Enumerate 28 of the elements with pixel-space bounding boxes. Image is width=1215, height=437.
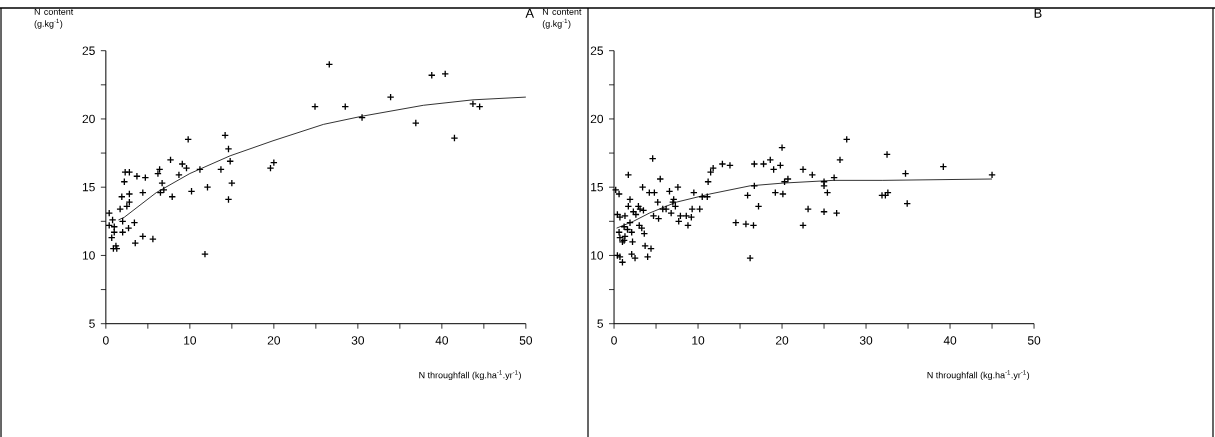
x-tick-label: 20 [267, 336, 281, 345]
y-tick-label: 10 [591, 251, 604, 260]
y-tick-label: 10 [82, 251, 95, 260]
x-axis-title: N throughfall (kg.ha$^{-1}$.yr$^{-1}$) [419, 370, 521, 381]
x-tick-label: 40 [435, 336, 449, 345]
x-tick-label: 50 [519, 336, 533, 345]
y-tick-label: 5 [89, 319, 95, 328]
y-tick-label: 25 [82, 46, 95, 55]
y-tick-label: 15 [82, 183, 95, 192]
x-tick-label: 10 [692, 336, 705, 345]
chart-title: A [525, 8, 535, 18]
y-tick-label: 5 [597, 319, 604, 328]
x-axis-title: N throughfall (kg.ha$^{-1}$.yr$^{-1}$) [927, 370, 1030, 381]
x-tick-label: 40 [943, 336, 957, 345]
x-tick-label: 20 [775, 336, 789, 345]
chart-title: B [1034, 8, 1042, 18]
y-axis-title: N content (g.kg$^{-1}$) [542, 8, 582, 29]
x-tick-label: 0 [103, 336, 109, 345]
y-tick-label: 15 [591, 183, 604, 192]
y-tick-label: 20 [590, 114, 604, 124]
y-axis-title: N content (g.kg$^{-1}$) [34, 8, 74, 29]
x-tick-label: 50 [1027, 336, 1041, 345]
x-tick-label: 0 [611, 336, 617, 345]
x-tick-label: 30 [859, 336, 873, 345]
y-tick-label: 20 [82, 114, 95, 124]
x-tick-label: 30 [351, 336, 365, 345]
x-tick-label: 10 [184, 336, 197, 345]
y-tick-label: 25 [590, 46, 604, 55]
